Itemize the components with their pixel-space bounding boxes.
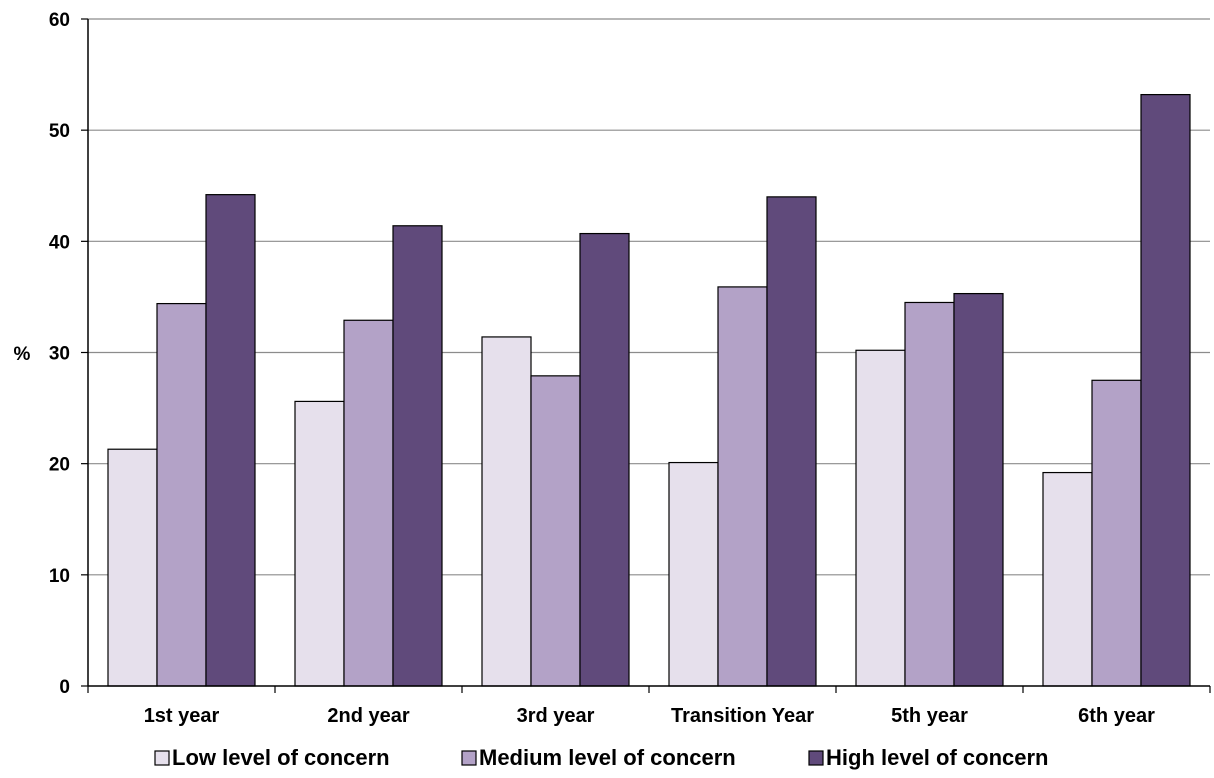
bar-medium-level-of-concern-6th-year [1091,379,1142,687]
bar-low-level-of-concern-2nd-year [294,400,345,687]
x-category-label: Transition Year [671,705,814,727]
bar-high-level-of-concern-3rd-year [579,232,630,687]
gridlines [88,18,1210,576]
x-category-label: 3rd year [517,705,595,727]
legend-swatch [154,750,170,766]
legend-swatch [808,750,824,766]
legend-label: Low level of concern [172,745,390,770]
bar-medium-level-of-concern-2nd-year [343,319,394,687]
bars [107,93,1191,687]
y-axis-title: % [14,344,31,365]
bar-high-level-of-concern-transition-year [766,196,817,687]
axes [87,19,1211,693]
bar-high-level-of-concern-1st-year [205,194,256,687]
y-tick-label: 0 [59,677,70,698]
bar-medium-level-of-concern-5th-year [904,301,955,687]
bar-medium-level-of-concern-3rd-year [530,375,581,687]
y-tick-label: 50 [49,121,70,142]
y-axis-ticks: 0 10 20 30 40 50 60 [49,10,88,698]
legend-item: High level of concern [808,745,1049,770]
legend-item: Low level of concern [154,745,390,770]
y-tick-label: 40 [49,232,70,253]
legend-swatch [461,750,477,766]
bar-high-level-of-concern-2nd-year [392,225,443,687]
bar-medium-level-of-concern-transition-year [717,286,768,687]
x-category-label: 5th year [891,705,968,727]
bar-low-level-of-concern-transition-year [668,461,719,687]
legend-item: Medium level of concern [461,745,736,770]
legend-label: High level of concern [826,745,1049,770]
bar-high-level-of-concern-5th-year [953,292,1004,687]
bar-low-level-of-concern-3rd-year [481,336,532,687]
x-axis-category-labels: 1st year 2nd year 3rd year Transition Year 5… [144,705,1155,727]
x-category-label: 6th year [1078,705,1155,727]
bar-medium-level-of-concern-1st-year [156,302,207,687]
legend: Low level of concern Medium level of conc… [154,745,1049,770]
bar-low-level-of-concern-6th-year [1042,471,1093,687]
y-tick-label: 30 [49,344,70,365]
y-tick-label: 60 [49,10,70,31]
legend-label: Medium level of concern [479,745,736,770]
y-tick-label: 10 [49,566,70,587]
x-category-label: 1st year [144,705,220,727]
x-category-label: 2nd year [327,705,409,727]
y-tick-label: 20 [49,455,70,476]
bar-high-level-of-concern-6th-year [1140,93,1191,687]
bar-low-level-of-concern-5th-year [855,349,906,687]
bar-low-level-of-concern-1st-year [107,448,158,687]
